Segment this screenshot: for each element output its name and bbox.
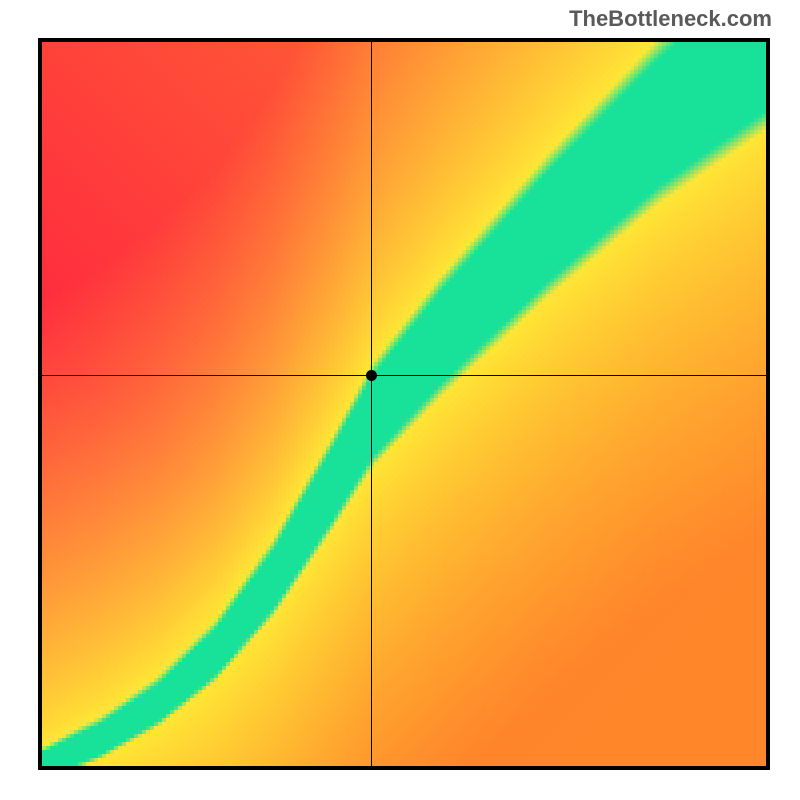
data-point-marker: [366, 370, 377, 381]
crosshair-horizontal: [42, 375, 766, 376]
watermark-text: TheBottleneck.com: [569, 6, 772, 32]
heatmap-canvas: [42, 42, 766, 766]
crosshair-vertical: [371, 42, 372, 766]
heatmap-plot: [38, 38, 770, 770]
chart-container: TheBottleneck.com: [0, 0, 800, 800]
